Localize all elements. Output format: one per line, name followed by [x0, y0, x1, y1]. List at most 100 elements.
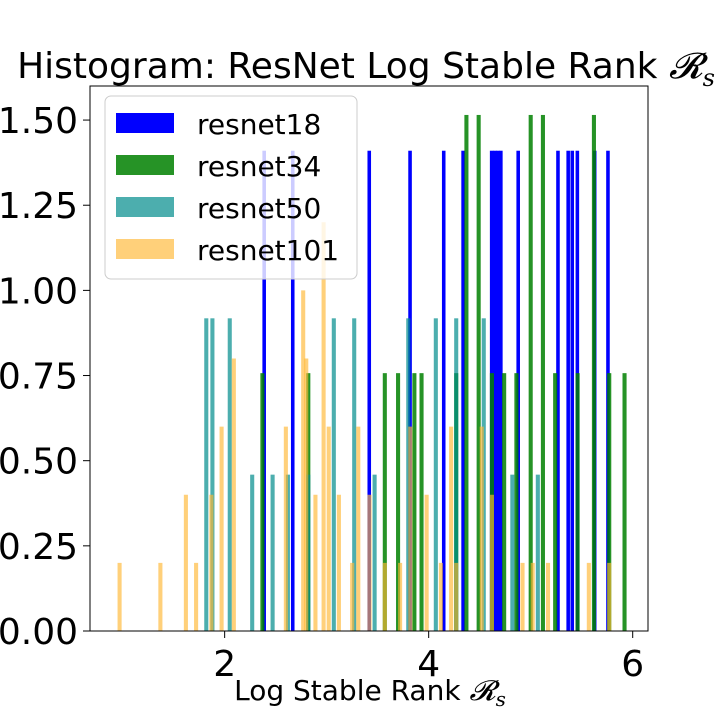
- bar-resnet34-3: [396, 373, 401, 631]
- bar-resnet101-13: [336, 494, 341, 631]
- bar-resnet50-2: [227, 318, 232, 631]
- bar-resnet50-9: [372, 474, 377, 631]
- chart-title-sub: s: [703, 64, 715, 92]
- y-tick-label: 0.25: [0, 527, 78, 568]
- series-resnet101: [117, 222, 612, 632]
- legend-label-resnet101: resnet101: [197, 234, 339, 267]
- bar-resnet101-22: [449, 426, 454, 632]
- bar-resnet101-2: [183, 494, 188, 631]
- bar-resnet34-0: [260, 373, 265, 631]
- bar-resnet101-0: [117, 562, 122, 632]
- legend-frame: [104, 95, 358, 280]
- bar-resnet101-15: [356, 426, 361, 632]
- bar-resnet101-27: [530, 562, 535, 632]
- bar-resnet34-12: [528, 114, 533, 631]
- bar-resnet34-10: [502, 373, 507, 631]
- series-resnet50: [204, 318, 540, 631]
- bar-resnet101-1: [158, 562, 163, 632]
- bar-resnet101-6: [231, 358, 236, 631]
- legend-swatch-resnet101: [116, 239, 174, 259]
- bar-resnet101-28: [545, 562, 551, 632]
- bar-resnet101-5: [219, 426, 224, 632]
- bar-resnet18-4: [441, 150, 446, 631]
- bar-resnet18-2: [367, 150, 372, 631]
- bar-resnet101-7: [283, 426, 288, 632]
- bar-resnet101-3: [194, 562, 199, 632]
- bar-resnet50-14: [510, 474, 515, 631]
- bar-resnet101-30: [607, 562, 612, 632]
- bar-resnet34-14: [553, 373, 558, 631]
- bar-resnet101-18: [398, 562, 403, 632]
- y-tick-label: 0.50: [0, 442, 78, 483]
- bar-resnet101-21: [438, 562, 443, 632]
- y-tick-label: 0.00: [0, 612, 78, 653]
- chart-title: Histogram: ResNet Log Stable Rank 𝓡s: [17, 46, 715, 92]
- bar-resnet34-2: [382, 373, 387, 631]
- series-resnet34: [260, 114, 627, 631]
- bar-resnet50-4: [270, 474, 275, 631]
- bar-resnet101-4: [209, 494, 214, 631]
- bar-resnet34-18: [622, 373, 627, 631]
- bar-resnet101-26: [520, 562, 525, 632]
- legend: resnet18 resnet34 resnet50 resnet101: [104, 95, 358, 280]
- bar-resnet18-7: [492, 150, 497, 631]
- bar-resnet18-8: [496, 150, 500, 631]
- legend-swatch-resnet34: [116, 155, 174, 175]
- bar-resnet101-14: [350, 562, 355, 632]
- bar-resnet101-19: [408, 426, 413, 632]
- bar-resnet101-16: [367, 494, 372, 631]
- bar-resnet50-13: [481, 318, 486, 631]
- bar-resnet34-16: [591, 114, 596, 631]
- legend-swatch-resnet50: [116, 197, 174, 217]
- bar-resnet101-12: [326, 426, 331, 632]
- bar-resnet101-23: [454, 562, 459, 632]
- bar-resnet101-29: [586, 562, 591, 632]
- plot-frame: [89, 85, 649, 632]
- chart-title-math: 𝓡: [669, 46, 709, 87]
- bar-resnet34-13: [540, 114, 545, 631]
- bar-resnet34-4: [412, 373, 417, 631]
- bar-resnet18-5: [461, 150, 465, 631]
- chart-title-text: Histogram: ResNet Log Stable Rank: [17, 46, 669, 87]
- bar-resnet101-8: [301, 290, 306, 632]
- bar-resnet18-9: [499, 150, 503, 631]
- bar-resnet101-10: [313, 494, 318, 631]
- bar-resnet101-11: [321, 222, 326, 631]
- legend-swatch-resnet18: [116, 113, 174, 133]
- x-tick-label: 4: [417, 644, 440, 685]
- bar-resnet34-5: [419, 373, 424, 631]
- bar-resnet50-0: [204, 318, 209, 631]
- x-tick-label: 2: [213, 644, 236, 685]
- bar-resnet18-1: [290, 150, 295, 631]
- legend-label-resnet50: resnet50: [197, 192, 321, 225]
- bar-resnet50-12: [454, 318, 459, 631]
- bar-resnet50-8: [352, 318, 357, 631]
- bar-resnet50-11: [433, 318, 438, 631]
- bar-resnet50-3: [250, 474, 255, 631]
- y-tick-label: 0.75: [0, 357, 78, 398]
- legend-label-resnet18: resnet18: [197, 108, 321, 141]
- y-tick-label: 1.25: [0, 186, 78, 227]
- legend-label-resnet34: resnet34: [197, 150, 321, 183]
- bar-resnet34-7: [464, 114, 469, 631]
- x-axis-label-text: Log Stable Rank: [234, 674, 469, 707]
- bars-layer: [117, 114, 627, 632]
- bar-resnet34-15: [575, 373, 580, 631]
- bar-resnet18-11: [556, 150, 560, 631]
- bar-resnet18-13: [570, 150, 575, 631]
- x-axis-label-sub: s: [496, 687, 506, 711]
- x-axis-label: Log Stable Rank 𝓡s: [234, 674, 506, 711]
- bar-resnet101-20: [424, 494, 429, 631]
- bar-resnet50-1: [210, 318, 215, 631]
- bar-resnet18-12: [566, 150, 570, 631]
- bar-resnet101-25: [489, 494, 494, 631]
- bar-resnet50-15: [535, 474, 540, 631]
- bar-resnet50-7: [331, 318, 336, 631]
- y-axis: 0.00 0.25 0.50 0.75 1.00 1.25 1.50: [0, 101, 90, 653]
- bar-resnet34-11: [514, 373, 519, 631]
- bar-resnet101-17: [382, 562, 387, 632]
- x-axis-label-math: 𝓡: [469, 674, 500, 707]
- x-axis: 2 4 6: [213, 631, 644, 685]
- y-tick-label: 1.50: [0, 101, 78, 142]
